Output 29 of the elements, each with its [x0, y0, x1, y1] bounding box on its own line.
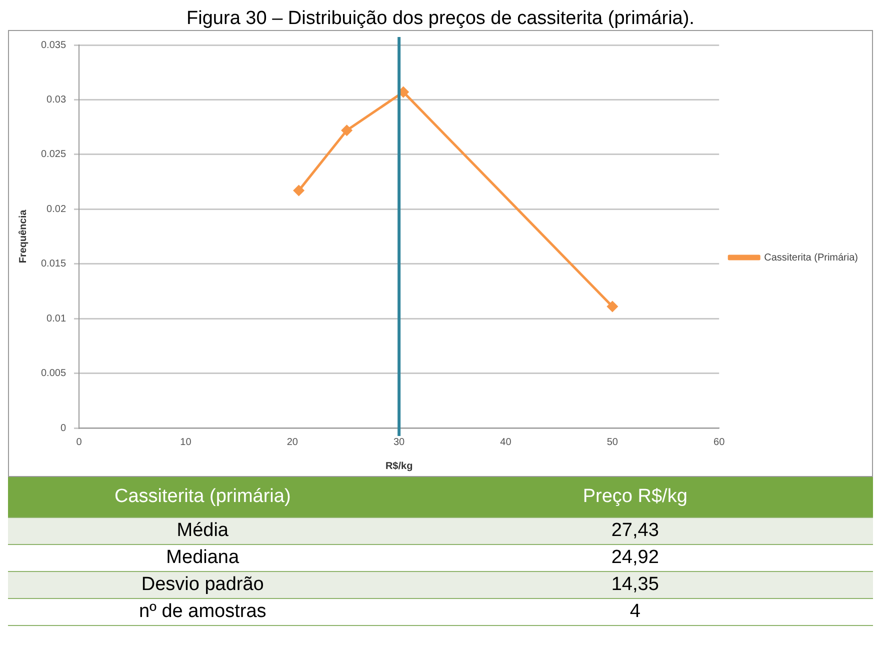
y-axis-title: Frequência: [18, 209, 29, 264]
x-tick-label: 0: [76, 436, 82, 448]
x-tick-label: 30: [394, 436, 406, 448]
x-tick-label: 50: [606, 436, 618, 448]
chart-title: Figura 30 – Distribuição dos preços de cassiterita (primária).: [186, 8, 696, 30]
text: 14,35: [397, 571, 873, 598]
text: 24,92: [397, 544, 873, 571]
text: Mediana: [8, 544, 398, 571]
y-tick-label: 0.01: [46, 313, 66, 324]
y-tick-label: 0.02: [46, 204, 66, 215]
x-axis-title: R$/kg: [385, 460, 413, 472]
text: 27,43: [397, 517, 873, 544]
y-tick-label: 0.03: [46, 94, 66, 106]
y-tick-label: 0.035: [40, 40, 66, 51]
y-tick-label: 0: [60, 422, 66, 434]
y-tick-label: 0.015: [40, 258, 66, 270]
x-tick-label: 10: [180, 436, 192, 448]
text: Preço R$/kg: [397, 477, 873, 517]
y-tick-label: 0.005: [40, 368, 66, 380]
text: Média: [8, 517, 398, 544]
text: Cassiterita (primária): [8, 477, 398, 517]
x-tick-label: 20: [286, 436, 298, 448]
text: Desvio padrão: [8, 571, 398, 598]
legend-label: Cassiterita (Primária): [764, 252, 858, 264]
y-tick-label: 0.025: [40, 149, 66, 160]
text: nº de amostras: [8, 598, 398, 625]
x-tick-label: 40: [500, 436, 512, 448]
x-tick-label: 60: [714, 436, 726, 448]
text: 4: [397, 598, 873, 625]
